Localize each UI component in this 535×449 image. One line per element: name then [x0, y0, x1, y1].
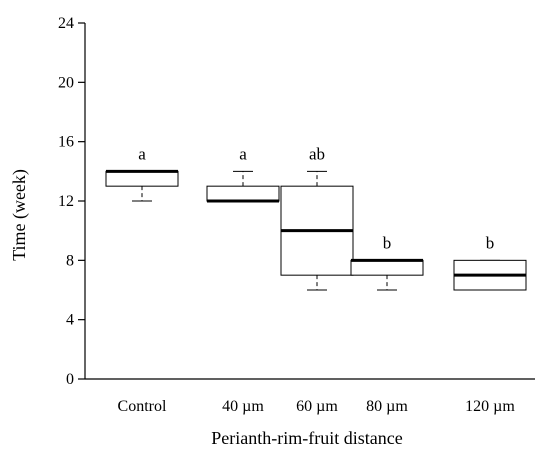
- y-tick-label: 8: [66, 252, 74, 269]
- x-tick-label: Control: [118, 398, 167, 415]
- x-tick-label: 60 µm: [296, 398, 338, 415]
- box-group: a: [206, 144, 280, 203]
- group-letter: a: [239, 144, 247, 163]
- y-tick-label: 16: [58, 134, 74, 151]
- group-letter: a: [138, 144, 146, 163]
- group-letter: b: [383, 233, 392, 252]
- group-letter: b: [486, 233, 495, 252]
- boxes-layer: a a ab b b: [105, 144, 527, 291]
- y-tick-label: 20: [58, 74, 74, 91]
- y-tick-label: 0: [66, 371, 74, 388]
- box-group: b: [453, 233, 527, 291]
- group-letter: ab: [309, 144, 325, 163]
- x-tick-label: 40 µm: [222, 398, 264, 415]
- x-axis-title: Perianth-rim-fruit distance: [211, 428, 402, 448]
- y-tick-label: 4: [66, 312, 74, 329]
- box-iqr: [105, 170, 179, 187]
- x-axis: Control 40 µm 60 µm 80 µm 120 µm: [85, 378, 535, 415]
- y-axis-title: Time (week): [9, 169, 30, 261]
- x-tick-label: 80 µm: [366, 398, 408, 415]
- box-group: b: [350, 233, 424, 291]
- y-axis: 0 4 8 12 16 20 24: [58, 15, 86, 388]
- box-iqr: [350, 259, 424, 276]
- box-group: ab: [280, 144, 354, 291]
- y-tick-label: 24: [58, 15, 74, 32]
- box-group: a: [105, 144, 179, 202]
- box-iqr: [206, 185, 280, 202]
- y-tick-label: 12: [58, 193, 74, 210]
- x-tick-label: 120 µm: [465, 398, 515, 415]
